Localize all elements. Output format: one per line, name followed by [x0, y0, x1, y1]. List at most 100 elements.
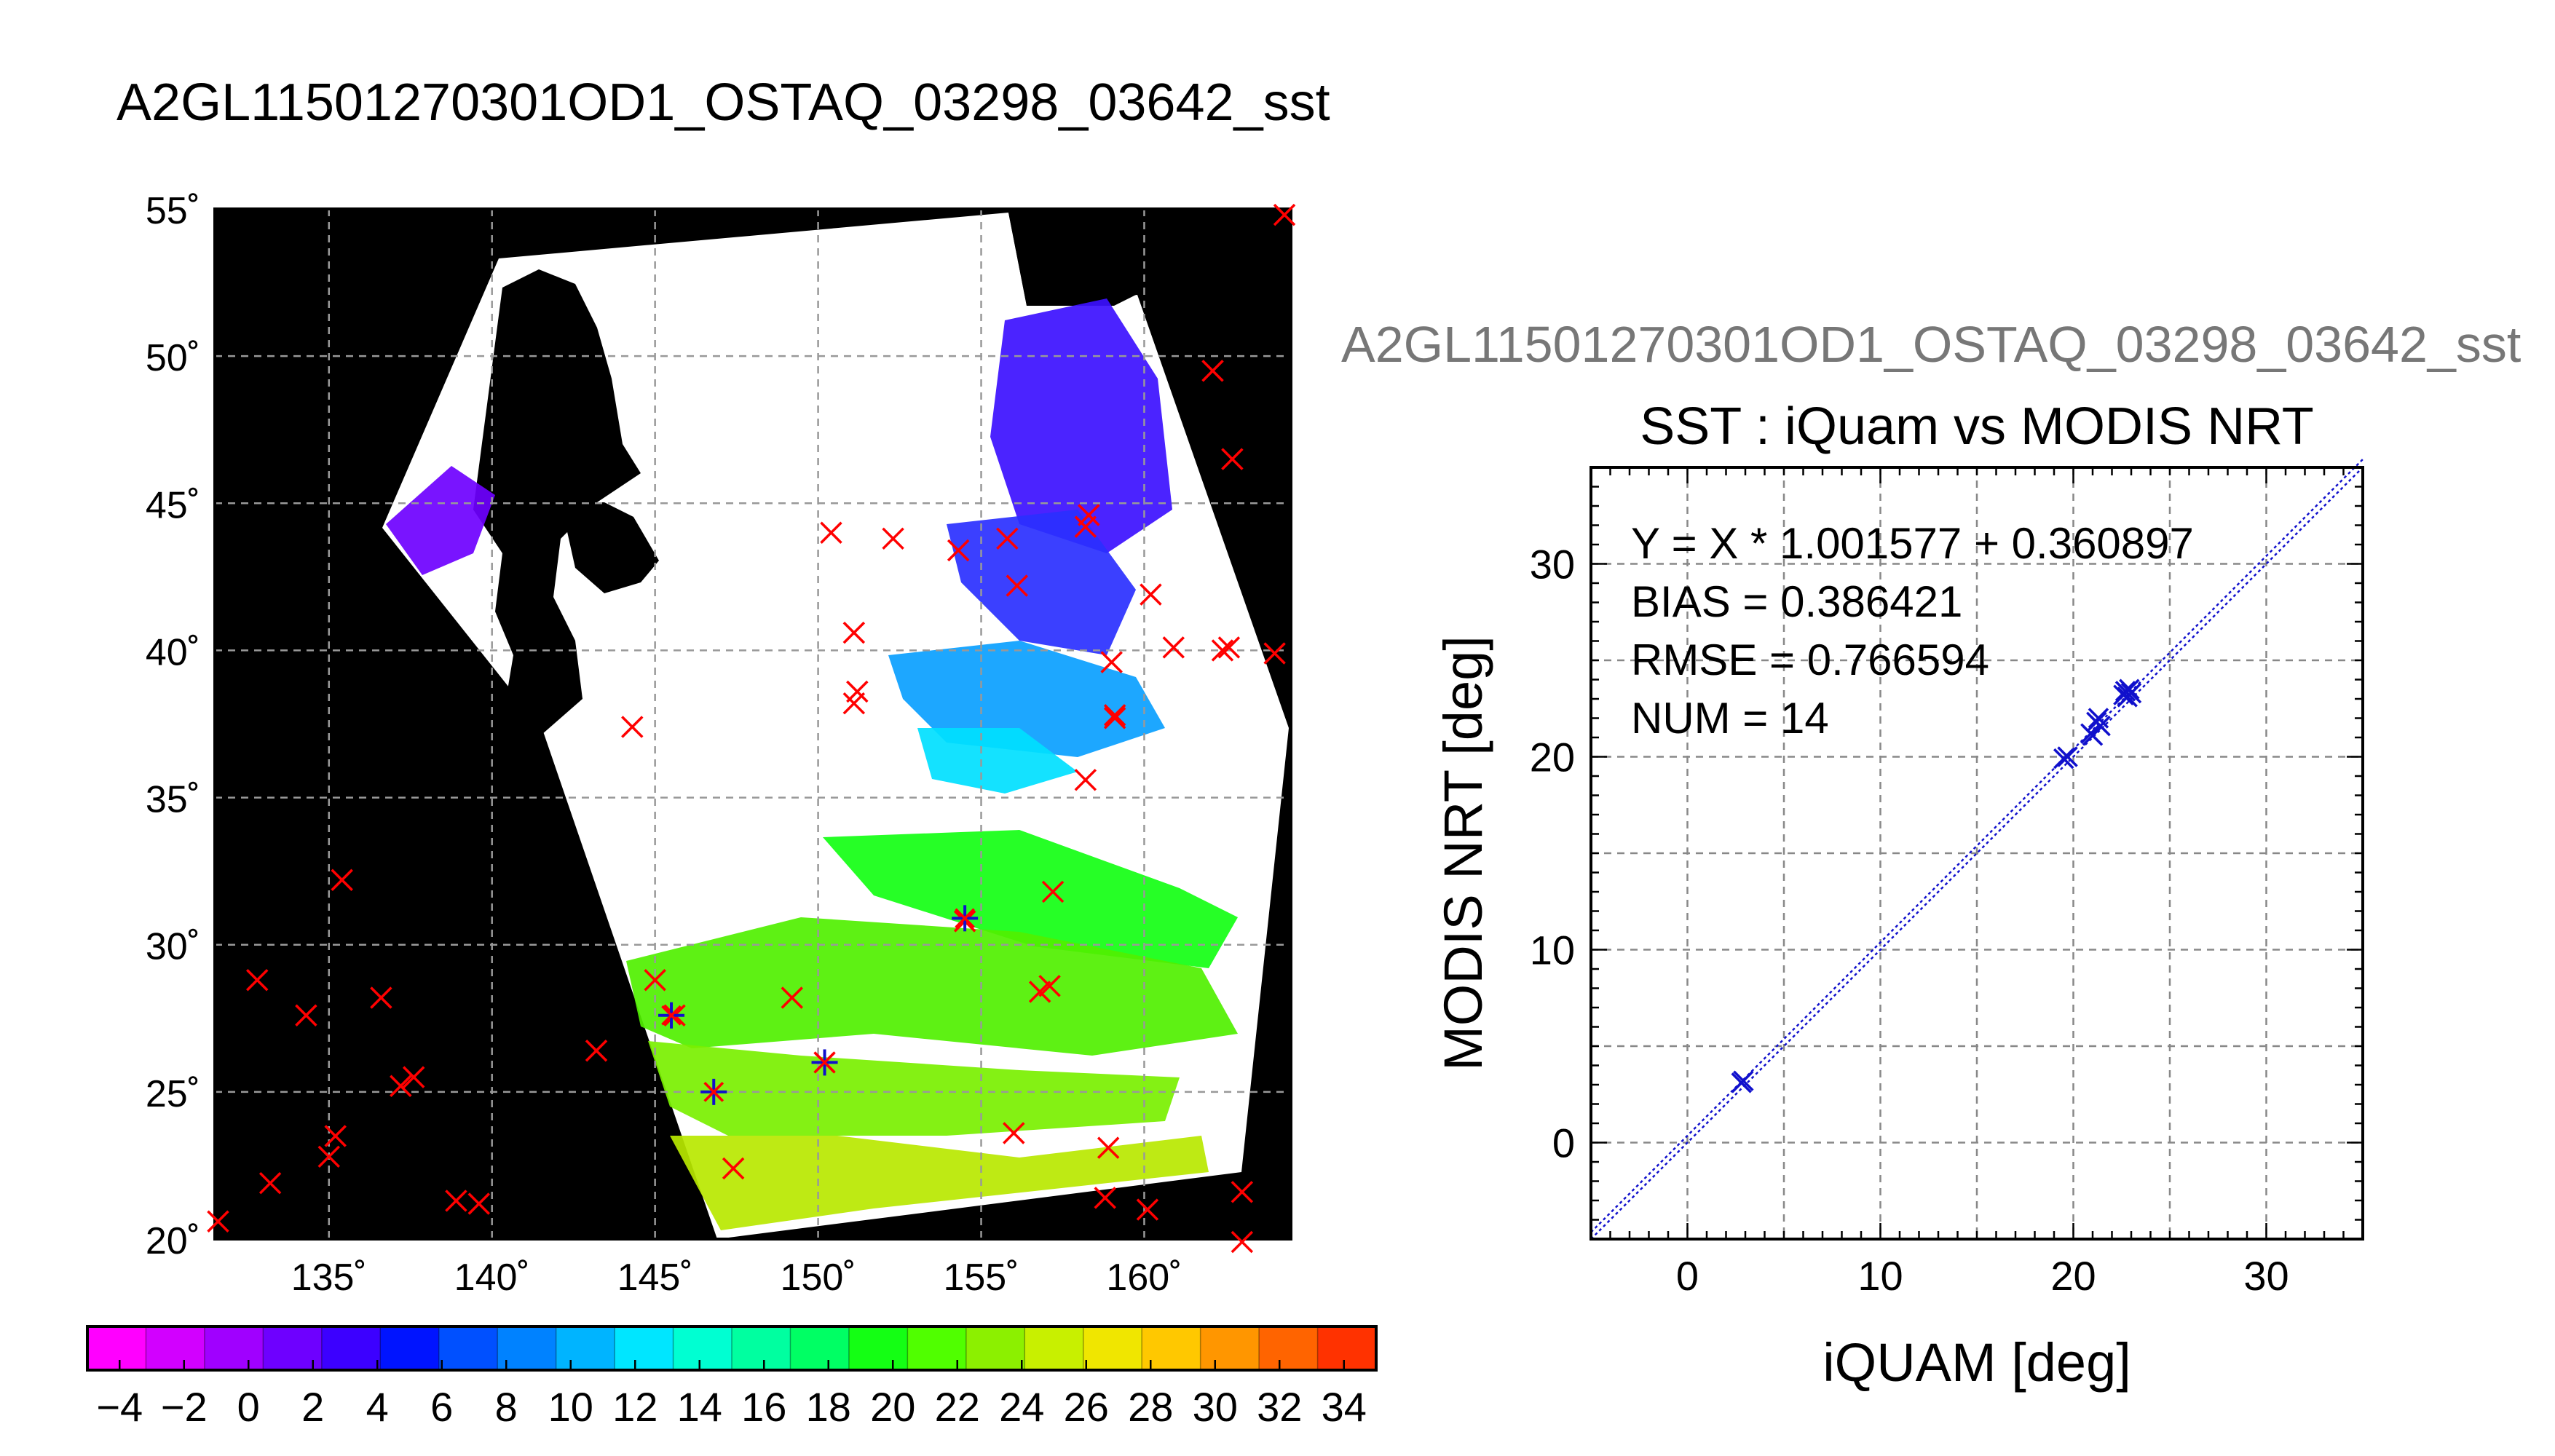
colorbar-swatch	[615, 1326, 674, 1370]
colorbar-swatch	[673, 1326, 732, 1370]
scatter-point	[1733, 1070, 1754, 1091]
colorbar-swatch	[556, 1326, 615, 1370]
matchup-point	[700, 1078, 727, 1105]
lat-tick-label: 55˚	[146, 190, 200, 232]
y-tick-label: 10	[1530, 927, 1575, 973]
colorbar-swatch	[87, 1326, 146, 1370]
scatter-title: SST : iQuam vs MODIS NRT	[1640, 397, 2314, 456]
iquam-point	[1231, 1181, 1254, 1203]
sst-patch	[648, 1041, 1180, 1136]
colorbar-tick-label: 24	[999, 1384, 1044, 1430]
colorbar-tick-label: 28	[1128, 1384, 1173, 1430]
colorbar-swatch	[497, 1326, 557, 1370]
iquam-point	[1103, 707, 1126, 729]
colorbar-tick-label: 14	[677, 1384, 722, 1430]
iquam-point	[1038, 975, 1061, 997]
iquam-point	[402, 1066, 425, 1088]
scatter-subtitle: A2GL11501270301OD1_OSTAQ_03298_03642_sst	[1341, 316, 2521, 373]
iquam-point	[820, 521, 842, 544]
iquam-point	[644, 968, 666, 992]
iquam-point	[722, 1157, 745, 1180]
colorbar-swatch	[321, 1326, 381, 1370]
colorbar-swatch	[790, 1326, 850, 1370]
colorbar-tick-label: 6	[430, 1384, 453, 1430]
colorbar-tick-label: 4	[366, 1384, 389, 1430]
lat-tick-label: 20˚	[146, 1220, 200, 1262]
iquam-point	[1028, 981, 1051, 1003]
iquam-point	[882, 527, 904, 550]
y-axis-label: MODIS NRT [deg]	[1433, 636, 1493, 1071]
fit-line	[1590, 459, 2364, 1233]
lon-tick-label: 150˚	[781, 1257, 856, 1299]
y-tick-label: 30	[1530, 542, 1575, 587]
colorbar-tick-label: −2	[161, 1384, 208, 1430]
colorbar-swatch	[1259, 1326, 1319, 1370]
colorbar-tick-label: 22	[935, 1384, 980, 1430]
colorbar-tick-label: 16	[741, 1384, 786, 1430]
colorbar-tick-label: 34	[1322, 1384, 1367, 1430]
sst-patch	[670, 1136, 1209, 1230]
iquam-point	[781, 986, 803, 1009]
iquam-point	[1078, 504, 1100, 526]
matchup-point	[952, 905, 979, 932]
iquam-point	[842, 621, 866, 644]
colorbar-swatch	[1024, 1326, 1084, 1370]
iquam-point	[1097, 1136, 1120, 1159]
lon-tick-label: 145˚	[617, 1257, 693, 1299]
scatter-frame	[1590, 466, 2364, 1241]
sst-patch	[990, 298, 1172, 553]
stats-annotation: RMSE = 0.766594	[1631, 636, 1989, 684]
iquam-point	[1100, 651, 1123, 673]
lat-tick-label: 25˚	[146, 1073, 200, 1115]
colorbar-tick-label: 20	[870, 1384, 915, 1430]
colorbar-tick-label: −4	[96, 1384, 143, 1430]
matchup-point	[811, 1049, 838, 1076]
iquam-point	[207, 1210, 229, 1233]
sst-patch	[947, 510, 1136, 655]
land-hokkaido	[561, 502, 659, 593]
iquam-point	[996, 527, 1019, 550]
scatter-point	[2090, 715, 2111, 737]
identity-line	[1590, 467, 2364, 1240]
iquam-point	[1094, 1187, 1116, 1209]
stats-annotation: NUM = 14	[1631, 694, 1829, 743]
iquam-point	[1273, 203, 1296, 226]
colorbar-tick-label: 8	[495, 1384, 518, 1430]
land-kamchatka	[1008, 211, 1136, 306]
y-tick-label: 20	[1530, 735, 1575, 780]
iquam-point	[1003, 1122, 1025, 1144]
scatter-point	[2088, 708, 2109, 729]
iquam-point	[445, 1190, 467, 1212]
iquam-point	[1006, 574, 1029, 597]
iquam-point	[1103, 704, 1126, 727]
x-tick-label: 20	[2050, 1253, 2096, 1299]
scatter-point	[2082, 725, 2104, 746]
stats-annotation: BIAS = 0.386421	[1631, 577, 1962, 626]
colorbar-swatch	[1200, 1326, 1260, 1370]
scatter-point	[2120, 682, 2142, 704]
matchup-point	[658, 1002, 685, 1029]
colorbar-swatch	[965, 1326, 1025, 1370]
lat-tick-label: 40˚	[146, 631, 200, 673]
iquam-point	[1074, 769, 1097, 791]
x-axis-label: iQUAM [deg]	[1823, 1332, 2131, 1393]
iquam-point	[846, 680, 869, 703]
scatter-point	[2114, 681, 2136, 702]
land-japan	[473, 269, 641, 750]
colorbar-tick-label: 26	[1064, 1384, 1109, 1430]
colorbar-swatch	[732, 1326, 791, 1370]
iquam-point	[258, 1171, 282, 1195]
x-tick-label: 30	[2243, 1253, 2289, 1299]
lon-tick-label: 140˚	[454, 1257, 530, 1299]
iquam-point	[324, 1125, 347, 1147]
page-title: A2GL11501270301OD1_OSTAQ_03298_03642_sst	[117, 74, 1330, 132]
map-frame	[213, 207, 1292, 1241]
iquam-point	[1231, 1230, 1254, 1254]
iquam-point	[390, 1075, 412, 1098]
colorbar-tick-label: 18	[806, 1384, 851, 1430]
iquam-point	[1263, 642, 1286, 665]
scatter-point	[2057, 746, 2078, 767]
scatter-point	[2119, 678, 2140, 700]
